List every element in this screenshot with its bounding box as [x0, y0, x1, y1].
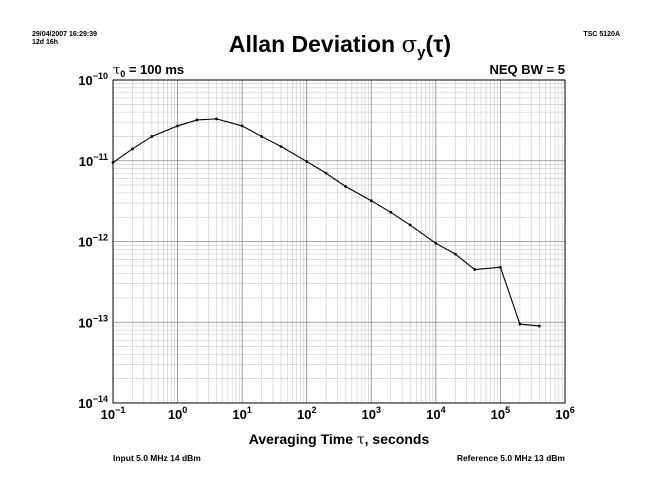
- major-grid: [113, 80, 565, 403]
- chart-title-main: Allan Deviation: [229, 31, 402, 57]
- data-point: [369, 199, 373, 203]
- y-tick-label: 10−10: [78, 71, 108, 88]
- chart-title-arg: (τ): [426, 31, 452, 57]
- x-axis-label-suffix: , seconds: [365, 431, 430, 447]
- x-tick-label: 10−1: [101, 405, 126, 422]
- chart-title-sigma: σ: [401, 32, 417, 58]
- instrument-name: TSC 5120A: [583, 31, 620, 38]
- data-point: [434, 241, 438, 245]
- data-point: [195, 118, 199, 122]
- x-tick-labels: 10−1 100 101 102 103 104 105 106: [101, 405, 575, 422]
- x-tick-label: 105: [491, 405, 510, 422]
- chart-title: Allan Deviation σy(τ): [229, 31, 451, 61]
- plot-frame: [112, 79, 566, 404]
- data-point: [176, 124, 179, 128]
- tau0-value: = 100 ms: [125, 62, 184, 77]
- data-point: [215, 117, 218, 121]
- x-tick-label: 106: [555, 405, 574, 422]
- x-tick-label: 104: [426, 405, 445, 422]
- data-point: [260, 135, 263, 138]
- reference-info: Reference 5.0 MHz 13 dBm: [457, 453, 566, 463]
- tau0-annotation: τ0 = 100 ms: [113, 62, 184, 79]
- x-tick-label: 101: [232, 405, 251, 422]
- y-tick-label: 10−14: [78, 394, 108, 411]
- x-tick-label: 100: [168, 405, 187, 422]
- data-point: [305, 160, 309, 163]
- data-point: [389, 210, 393, 214]
- y-tick-label: 10−12: [78, 233, 108, 250]
- x-tick-label: 103: [362, 405, 381, 422]
- y-tick-label: 10−13: [78, 313, 108, 330]
- data-point: [150, 135, 154, 138]
- data-point: [453, 252, 457, 256]
- x-axis-label: Averaging Time τ, seconds: [249, 431, 430, 448]
- input-info: Input 5.0 MHz 14 dBm: [113, 453, 201, 463]
- x-axis-label-prefix: Averaging Time: [249, 431, 357, 447]
- timestamp-text: 29/04/2007 16:29:39: [32, 31, 97, 38]
- neq-bw-annotation: NEQ BW = 5: [490, 62, 566, 77]
- data-point: [240, 124, 244, 128]
- data-point: [279, 145, 283, 148]
- data-point: [473, 268, 477, 271]
- y-tick-label: 10−11: [79, 152, 108, 169]
- data-point: [518, 322, 522, 326]
- series-layer: [111, 117, 541, 328]
- tau0-symbol: τ: [113, 63, 120, 78]
- x-tick-label: 102: [297, 405, 316, 422]
- tau0-sub: 0: [120, 69, 125, 79]
- chart-title-sub: y: [417, 44, 426, 61]
- data-point: [111, 161, 115, 164]
- data-point: [324, 171, 328, 175]
- x-axis-label-symbol: τ: [357, 432, 365, 448]
- duration-text: 12d 16h: [32, 39, 58, 46]
- data-point: [344, 185, 347, 188]
- data-point: [499, 265, 502, 269]
- y-tick-labels: 10−10 10−11 10−12 10−13 10−14: [78, 71, 108, 411]
- data-point: [537, 324, 541, 328]
- data-point: [131, 147, 134, 151]
- data-point: [408, 223, 412, 227]
